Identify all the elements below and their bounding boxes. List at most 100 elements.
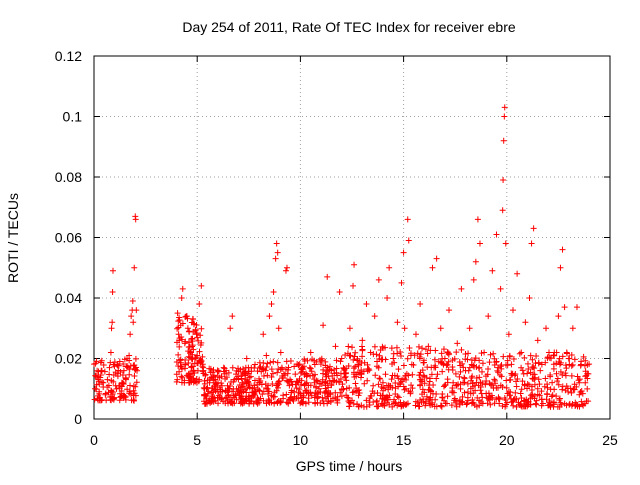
roti-point [528, 240, 535, 247]
roti-point [263, 364, 270, 371]
roti-point [508, 370, 515, 377]
roti-point [317, 361, 324, 368]
roti-point [174, 325, 181, 332]
roti-point [218, 395, 225, 402]
roti-point [444, 379, 451, 386]
roti-point [285, 400, 292, 407]
roti-point [427, 375, 434, 382]
roti-point [556, 361, 563, 368]
roti-point [229, 313, 236, 320]
roti-point [275, 384, 282, 391]
roti-point [266, 313, 273, 320]
roti-point [449, 389, 456, 396]
roti-point [375, 276, 382, 283]
roti-point [185, 360, 192, 367]
roti-point [130, 362, 137, 369]
roti-point [359, 353, 366, 360]
roti-point [340, 365, 347, 372]
roti-point [193, 354, 200, 361]
roti-point [107, 349, 114, 356]
roti-point [106, 364, 113, 371]
roti-point [444, 393, 451, 400]
roti-point [458, 398, 465, 405]
roti-point [579, 390, 586, 397]
roti-point [566, 401, 573, 408]
roti-point [398, 403, 405, 410]
roti-point [347, 352, 354, 359]
roti-point [439, 368, 446, 375]
roti-point [311, 394, 318, 401]
roti-point [576, 391, 583, 398]
roti-point [363, 397, 370, 404]
roti-point [421, 373, 428, 380]
roti-point [421, 380, 428, 387]
roti-point [263, 352, 270, 359]
roti-point [126, 371, 133, 378]
roti-point [286, 396, 293, 403]
roti-point [570, 386, 577, 393]
roti-point [562, 370, 569, 377]
roti-point [568, 389, 575, 396]
roti-point [482, 373, 489, 380]
roti-point [562, 387, 569, 394]
roti-point [409, 385, 416, 392]
roti-point [345, 343, 352, 350]
roti-point [371, 313, 378, 320]
roti-point [433, 375, 440, 382]
roti-point [379, 379, 386, 386]
roti-point [538, 402, 545, 409]
roti-point [338, 355, 345, 362]
roti-point [292, 371, 299, 378]
roti-point [295, 362, 302, 369]
roti-point [185, 328, 192, 335]
roti-point [206, 379, 213, 386]
roti-point [430, 381, 437, 388]
roti-point [505, 388, 512, 395]
roti-point [384, 295, 391, 301]
roti-point [343, 377, 350, 384]
roti-point [200, 367, 207, 374]
roti-point [95, 378, 102, 385]
roti-point [131, 264, 138, 271]
roti-point [366, 395, 373, 402]
roti-point [550, 365, 557, 372]
roti-point [247, 373, 254, 380]
roti-point [412, 398, 419, 405]
roti-point [234, 373, 241, 380]
roti-point [389, 403, 396, 410]
roti-point [556, 403, 563, 410]
roti-point [257, 395, 264, 402]
roti-point [196, 301, 203, 308]
roti-point [262, 380, 269, 387]
roti-point [203, 385, 210, 392]
roti-point [513, 403, 520, 410]
roti-point [231, 400, 238, 407]
roti-point [311, 361, 318, 368]
roti-point [461, 389, 468, 396]
roti-point [120, 367, 127, 374]
roti-point [264, 360, 271, 367]
roti-point [320, 400, 327, 407]
roti-point [485, 390, 492, 397]
roti-point [231, 394, 238, 401]
roti-point [378, 383, 385, 390]
roti-point [287, 395, 294, 402]
roti-point [409, 371, 416, 378]
roti-point [355, 361, 362, 368]
roti-point [223, 367, 230, 374]
roti-point [270, 358, 277, 365]
roti-point [193, 322, 200, 329]
roti-point [555, 313, 562, 320]
roti-point [215, 400, 222, 407]
roti-point [470, 390, 477, 397]
y-tick-label: 0.12 [55, 48, 82, 64]
roti-point [117, 390, 124, 397]
roti-point [176, 314, 183, 321]
roti-point [464, 356, 471, 363]
roti-point [195, 337, 202, 344]
roti-point [338, 393, 345, 400]
roti-point [557, 368, 564, 375]
roti-point [98, 396, 105, 403]
roti-point [332, 394, 339, 401]
